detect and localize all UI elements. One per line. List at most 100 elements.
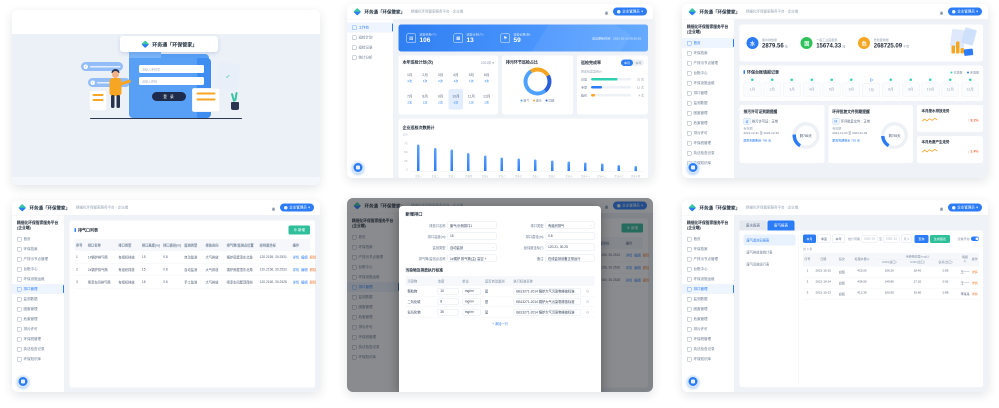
- bell-icon[interactable]: [604, 9, 609, 16]
- sidebar-item[interactable]: 环保设施运维: [682, 274, 734, 284]
- sidebar-item[interactable]: 环保档案: [12, 244, 64, 254]
- gauge-link[interactable]: 距离到期剩余 755 天: [832, 139, 860, 143]
- field-input[interactable]: 15: [447, 232, 497, 240]
- tab[interactable]: 废气报表: [767, 220, 795, 231]
- timeline-month[interactable]: 9月: [901, 78, 920, 97]
- sidebar-item[interactable]: 环保设施运维: [682, 78, 734, 88]
- field-input[interactable]: 120.21, 30.25: [545, 243, 595, 251]
- sidebar-item[interactable]: 危废管理: [682, 314, 734, 324]
- field-input[interactable]: 自动监测 ⌄: [447, 243, 497, 251]
- field-input[interactable]: 1#锅炉 排气筒(主) 高空 +: [447, 254, 497, 262]
- sidebar-item[interactable]: 巡检计划: [347, 33, 393, 43]
- export-button[interactable]: 生成报表: [929, 234, 950, 243]
- sidebar-item[interactable]: 监测数据: [682, 294, 734, 304]
- conc-input[interactable]: 35: [437, 308, 459, 316]
- calendar-month-cell[interactable]: 1月 2次: [403, 68, 417, 89]
- user-menu-button[interactable]: 企业管理员▾: [280, 203, 314, 212]
- timeline-month[interactable]: 1月: [743, 78, 762, 97]
- unit-input[interactable]: mg/m³: [462, 298, 481, 305]
- sidebar-item[interactable]: 排口管理: [12, 284, 64, 295]
- sidebar-item[interactable]: 固废管理: [12, 304, 64, 314]
- sidebar-item[interactable]: 产排污节点管理: [682, 58, 734, 68]
- unit-input[interactable]: mg/m³: [462, 308, 481, 316]
- unit-input[interactable]: mg/m³: [462, 287, 481, 295]
- sidebar-item[interactable]: 环保税管理: [682, 138, 734, 148]
- conc-input[interactable]: 10: [437, 287, 459, 295]
- sidebar-item[interactable]: 排污许可: [682, 324, 734, 334]
- timeline-month[interactable]: 11月: [941, 78, 960, 97]
- calendar-month-cell[interactable]: 6月 3次: [480, 68, 494, 89]
- sidebar-item[interactable]: 危废管理: [12, 314, 64, 324]
- bell-icon[interactable]: [939, 9, 944, 16]
- action-link[interactable]: 删除: [309, 268, 317, 273]
- report-menu-item[interactable]: 废气排放量统计表: [746, 251, 773, 255]
- sidebar-item[interactable]: 执法检查记录: [12, 344, 64, 354]
- add-row-button[interactable]: + 添加一行: [492, 322, 508, 327]
- standard-input[interactable]: GB13271-2014 锅炉大气污染物排放标准: [513, 298, 582, 305]
- sidebar-item[interactable]: 环保税管理: [12, 334, 64, 344]
- standard-input[interactable]: GB13271-2014 锅炉大气污染物排放标准: [513, 287, 582, 295]
- timeline-month[interactable]: 10月: [921, 78, 940, 97]
- help-fab-button[interactable]: [687, 161, 699, 174]
- sidebar-item[interactable]: 固废管理: [682, 304, 734, 314]
- remove-row-icon[interactable]: ⊖: [585, 288, 590, 294]
- sidebar-item[interactable]: 台账中心: [12, 264, 64, 274]
- sidebar-item[interactable]: 固废管理: [682, 108, 734, 118]
- bell-icon[interactable]: [271, 205, 276, 212]
- user-menu-button[interactable]: 企业管理员▾: [948, 203, 982, 212]
- sidebar-item[interactable]: 环保知识库: [682, 354, 734, 364]
- action-link[interactable]: 详情: [971, 282, 978, 285]
- standard-input[interactable]: GB13271-2014 锅炉大气污染物排放标准: [513, 308, 582, 316]
- date-from-input[interactable]: 2021-01: [861, 235, 878, 243]
- sidebar-item[interactable]: 排口管理: [682, 88, 734, 98]
- sidebar-item[interactable]: 执法检查记录: [682, 344, 734, 354]
- action-link[interactable]: 详情: [971, 271, 978, 274]
- gauge-link[interactable]: 距离到期剩余 786 天: [743, 139, 772, 143]
- login-button[interactable]: 登 录: [152, 92, 186, 101]
- field-input[interactable]: 有组织排气 ⌄: [545, 221, 595, 229]
- period-toggle[interactable]: 本月 本年: [620, 59, 645, 66]
- quick-range-button[interactable]: 本月: [803, 234, 817, 243]
- timeline-month[interactable]: 7月: [862, 78, 881, 97]
- action-link[interactable]: 编辑: [301, 281, 308, 285]
- action-link[interactable]: 详情: [971, 293, 978, 296]
- sidebar-item[interactable]: 统计分析: [347, 53, 393, 63]
- timeline-month[interactable]: 5月: [822, 78, 841, 97]
- sidebar-item[interactable]: 危废管理: [682, 118, 734, 128]
- unit-select[interactable]: 月 ▾: [901, 234, 912, 243]
- sidebar-item[interactable]: 排口管理: [682, 284, 734, 295]
- quick-range-button[interactable]: 季度: [817, 234, 831, 243]
- user-menu-button[interactable]: 企业管理员▾: [613, 7, 647, 16]
- report-menu-item[interactable]: 废气监测日报表: [743, 234, 796, 246]
- sidebar-item[interactable]: 环保档案: [682, 244, 734, 254]
- password-field[interactable]: 请输入密码: [139, 77, 204, 85]
- help-fab-button[interactable]: [687, 375, 699, 388]
- user-menu-button[interactable]: 企业管理员▾: [948, 7, 982, 16]
- calendar-month-cell[interactable]: 8月 1次: [418, 89, 432, 110]
- sidebar-item[interactable]: 环保知识库: [12, 354, 64, 364]
- sidebar-item[interactable]: 首页: [682, 234, 734, 244]
- sidebar-item[interactable]: 台账中心: [682, 68, 734, 78]
- bell-icon[interactable]: [939, 205, 944, 212]
- timeline-month[interactable]: 2月: [763, 78, 782, 97]
- quick-range-button[interactable]: 本年: [832, 234, 846, 243]
- sidebar-item[interactable]: 台账中心: [682, 264, 734, 274]
- sidebar-item[interactable]: 巡检记录: [347, 43, 393, 53]
- sidebar-item[interactable]: 首页: [682, 38, 734, 49]
- tab[interactable]: 废水报表: [739, 220, 767, 231]
- timeline-month[interactable]: 12月: [961, 78, 979, 97]
- year-select[interactable]: 2021年 ▾: [480, 61, 494, 65]
- timeline-month[interactable]: 3月: [783, 78, 801, 97]
- field-input[interactable]: 废气/示例排口1: [447, 221, 497, 229]
- sidebar-item[interactable]: 执法检查记录: [682, 148, 734, 158]
- abnormal-toggle[interactable]: [971, 236, 979, 241]
- sidebar-item[interactable]: 环保税管理: [682, 334, 734, 344]
- sidebar-item[interactable]: 产排污节点管理: [12, 254, 64, 264]
- timeline-month[interactable]: 4月: [802, 78, 821, 97]
- field-input[interactable]: 在线监测设备正常运行: [545, 254, 595, 262]
- calendar-month-cell[interactable]: 5月 1次: [464, 68, 478, 89]
- field-input[interactable]: 0.8: [545, 232, 595, 240]
- sidebar-item[interactable]: 环保档案: [682, 48, 734, 58]
- sidebar-item[interactable]: 监测数据: [12, 294, 64, 304]
- sidebar-item[interactable]: 排污许可: [682, 128, 734, 138]
